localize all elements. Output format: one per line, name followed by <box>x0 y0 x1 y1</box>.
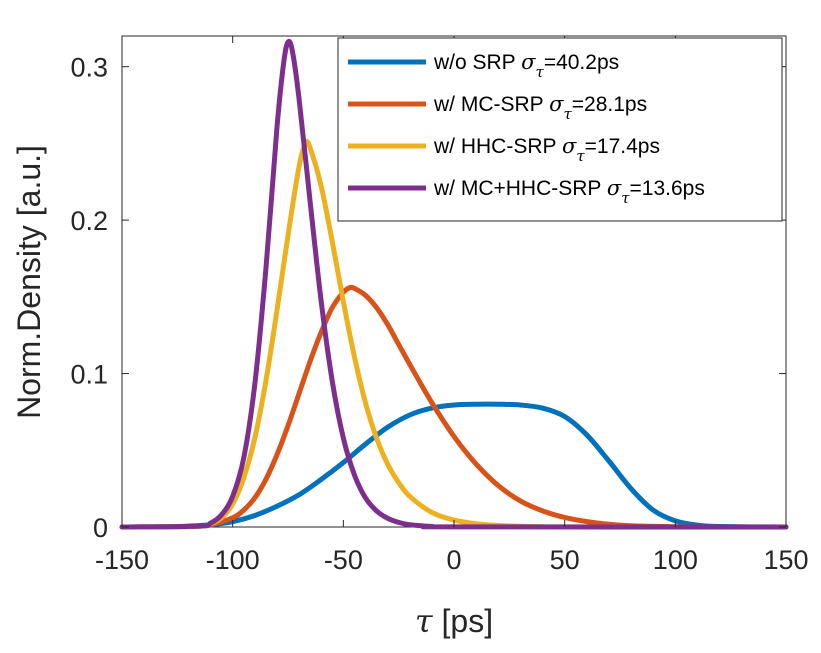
x-tick-label: 50 <box>550 545 580 575</box>
legend-entry-3: w/ HHC-SRP στ=17.4ps <box>433 134 660 165</box>
y-tick-label: 0.3 <box>70 53 108 83</box>
series-line-1 <box>119 401 789 530</box>
series-curves <box>119 38 789 530</box>
y-tick-label: 0.1 <box>70 360 108 390</box>
x-tick-label: -150 <box>95 545 149 575</box>
legend-entry-1: w/o SRP στ=40.2ps <box>433 50 619 81</box>
x-tick-label: 0 <box>446 545 461 575</box>
y-tick-label: 0.2 <box>70 206 108 236</box>
x-tick-label: 150 <box>763 545 808 575</box>
axis-ticks: -150 -100 -50 0 50 100 150 0 0.1 0.2 0.3 <box>70 36 809 575</box>
x-axis-unit: [ps] <box>433 603 493 639</box>
x-tick-label: 100 <box>653 545 698 575</box>
y-tick-label: 0 <box>93 513 108 543</box>
series-line-2 <box>119 284 789 530</box>
series-line-4 <box>119 38 789 530</box>
legend-entry-4: w/ MC+HHC-SRP στ=13.6ps <box>433 176 705 207</box>
x-axis-label: τ [ps] <box>415 602 493 640</box>
legend: w/o SRP στ=40.2ps w/ MC-SRP στ=28.1ps w/ H… <box>337 37 783 222</box>
y-axis-label: Norm.Density [a.u.] <box>11 145 47 419</box>
x-axis-symbol: τ <box>415 602 434 640</box>
legend-entry-2: w/ MC-SRP στ=28.1ps <box>433 92 647 123</box>
x-tick-label: -100 <box>206 545 260 575</box>
x-tick-label: -50 <box>324 545 363 575</box>
